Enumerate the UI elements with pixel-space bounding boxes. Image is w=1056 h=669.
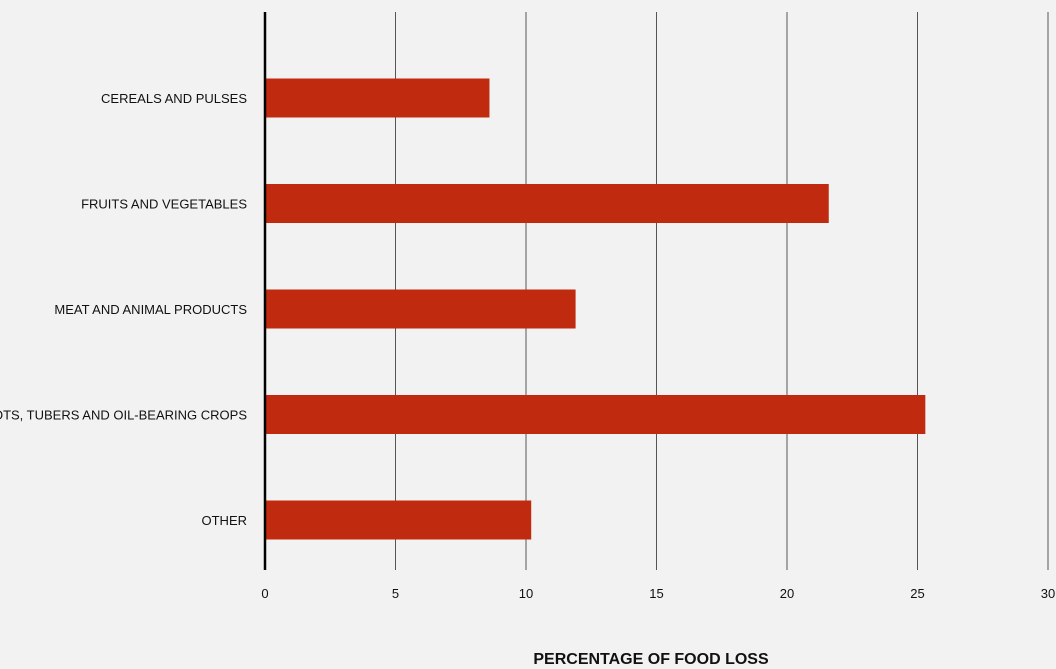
x-tick-label-15: 15 xyxy=(649,586,663,601)
x-tick-label-20: 20 xyxy=(780,586,794,601)
x-tick-label-0: 0 xyxy=(261,586,268,601)
bar-4 xyxy=(265,500,532,540)
bar-0 xyxy=(265,78,490,118)
bar-2 xyxy=(265,289,576,329)
category-label-2: MEAT AND ANIMAL PRODUCTS xyxy=(54,302,247,317)
x-tick-label-5: 5 xyxy=(392,586,399,601)
grid-lines xyxy=(395,12,1049,570)
x-tick-labels: 0 5 10 15 20 25 30 xyxy=(261,586,1055,601)
category-labels: CEREALS AND PULSES FRUITS AND VEGETABLES M… xyxy=(0,91,247,528)
bar-3 xyxy=(265,395,926,434)
x-axis-title: PERCENTAGE OF FOOD LOSS xyxy=(533,651,769,668)
bar-1 xyxy=(265,184,829,223)
category-label-1: FRUITS AND VEGETABLES xyxy=(81,197,247,212)
bars xyxy=(265,78,926,540)
x-tick-label-25: 25 xyxy=(910,586,924,601)
category-label-0: CEREALS AND PULSES xyxy=(101,91,247,106)
x-tick-label-10: 10 xyxy=(519,586,533,601)
category-label-4: OTHER xyxy=(202,513,248,528)
x-tick-label-30: 30 xyxy=(1041,586,1055,601)
category-label-3: ROOTS, TUBERS AND OIL-BEARING CROPS xyxy=(0,408,247,423)
